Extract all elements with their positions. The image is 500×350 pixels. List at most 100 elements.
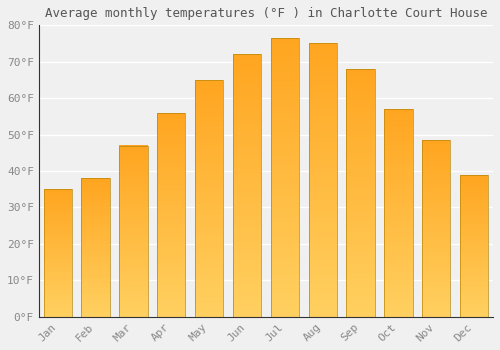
Bar	[157, 311, 186, 312]
Bar	[422, 301, 450, 302]
Bar	[384, 110, 412, 111]
Bar	[157, 231, 186, 232]
Bar	[195, 216, 224, 217]
Bar	[270, 205, 299, 207]
Bar	[384, 275, 412, 276]
Bar	[346, 100, 375, 101]
Bar	[460, 237, 488, 238]
Bar	[460, 315, 488, 316]
Bar	[82, 185, 110, 186]
Bar	[157, 277, 186, 278]
Bar	[384, 141, 412, 142]
Bar	[233, 285, 261, 287]
Bar	[44, 259, 72, 260]
Bar	[119, 313, 148, 314]
Bar	[346, 149, 375, 151]
Bar	[270, 74, 299, 76]
Bar	[157, 287, 186, 288]
Bar	[460, 301, 488, 302]
Bar	[157, 260, 186, 261]
Bar	[82, 242, 110, 243]
Bar	[460, 189, 488, 190]
Bar	[270, 296, 299, 297]
Bar	[384, 294, 412, 295]
Bar	[119, 180, 148, 181]
Bar	[119, 247, 148, 248]
Bar	[233, 150, 261, 152]
Bar	[119, 207, 148, 208]
Bar	[422, 277, 450, 278]
Bar	[384, 280, 412, 281]
Bar	[308, 114, 337, 116]
Bar	[119, 190, 148, 191]
Bar	[157, 199, 186, 201]
Bar	[44, 239, 72, 240]
Bar	[346, 190, 375, 192]
Bar	[460, 182, 488, 183]
Bar	[346, 127, 375, 128]
Bar	[233, 273, 261, 275]
Bar	[308, 259, 337, 261]
Bar	[195, 132, 224, 133]
Bar	[157, 263, 186, 264]
Bar	[82, 257, 110, 258]
Bar	[422, 240, 450, 241]
Bar	[44, 189, 72, 190]
Bar	[308, 224, 337, 225]
Bar	[346, 312, 375, 313]
Bar	[82, 266, 110, 267]
Bar	[308, 153, 337, 154]
Bar	[384, 240, 412, 241]
Bar	[384, 185, 412, 186]
Bar	[422, 310, 450, 312]
Bar	[195, 302, 224, 304]
Bar	[82, 288, 110, 289]
Bar	[44, 271, 72, 272]
Bar	[119, 314, 148, 315]
Bar	[195, 284, 224, 285]
Bar	[233, 146, 261, 148]
Bar	[308, 106, 337, 108]
Bar	[195, 122, 224, 124]
Bar	[119, 203, 148, 204]
Bar	[44, 236, 72, 237]
Bar	[119, 280, 148, 281]
Bar	[422, 178, 450, 179]
Bar	[308, 176, 337, 177]
Bar	[195, 221, 224, 222]
Bar	[308, 276, 337, 277]
Bar	[119, 262, 148, 263]
Bar	[422, 231, 450, 232]
Bar	[233, 237, 261, 238]
Bar	[308, 287, 337, 288]
Bar	[308, 60, 337, 61]
Bar	[384, 281, 412, 282]
Bar	[157, 165, 186, 166]
Bar	[422, 171, 450, 172]
Bar	[270, 278, 299, 279]
Bar	[233, 175, 261, 176]
Bar	[384, 245, 412, 246]
Bar	[384, 250, 412, 251]
Bar	[308, 309, 337, 310]
Bar	[44, 307, 72, 308]
Bar	[270, 73, 299, 74]
Bar	[308, 279, 337, 280]
Bar	[308, 170, 337, 172]
Bar	[119, 245, 148, 246]
Bar	[384, 195, 412, 196]
Bar	[195, 196, 224, 197]
Bar	[233, 234, 261, 236]
Bar	[157, 253, 186, 254]
Bar	[157, 167, 186, 168]
Bar	[384, 258, 412, 259]
Bar	[460, 216, 488, 217]
Bar	[157, 154, 186, 155]
Bar	[270, 241, 299, 243]
Bar	[119, 194, 148, 195]
Bar	[82, 253, 110, 254]
Bar	[119, 175, 148, 176]
Bar	[195, 113, 224, 114]
Bar	[346, 198, 375, 199]
Bar	[346, 264, 375, 265]
